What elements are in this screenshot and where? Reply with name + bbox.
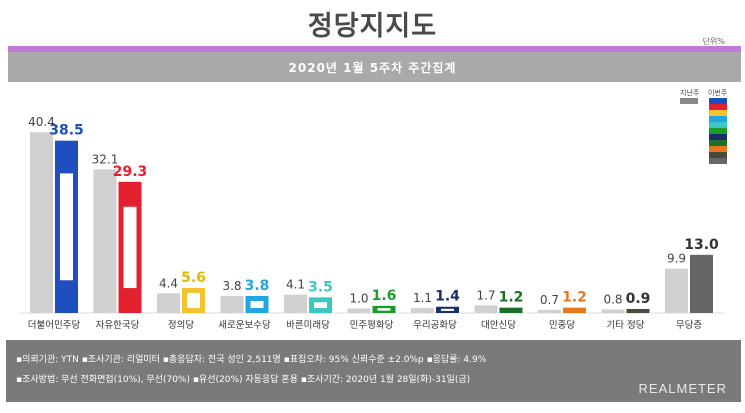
unit-label: 단위%	[702, 37, 725, 46]
bar-this-week-inner	[441, 308, 454, 311]
bar-last-week	[538, 309, 561, 313]
value-label-last-week: 4.4	[159, 276, 178, 290]
category-label: 민주평화당	[350, 320, 394, 331]
value-label-this-week: 3.8	[245, 278, 270, 294]
bar-this-week	[563, 307, 586, 313]
bar-last-week	[474, 305, 498, 313]
bar-last-week	[220, 295, 244, 313]
value-label-this-week: 1.2	[562, 290, 587, 306]
value-label-this-week: 1.4	[435, 289, 460, 305]
category-label: 기타 정당	[607, 320, 645, 331]
value-label-this-week: 38.5	[49, 123, 84, 139]
legend-this-week-label: 이번주	[708, 89, 728, 97]
value-label-last-week: 9.9	[667, 252, 686, 266]
value-label-this-week: 13.0	[684, 237, 719, 253]
category-label: 더불어민주당	[28, 320, 81, 331]
value-label-this-week: 5.6	[181, 270, 206, 286]
value-label-last-week: 40.4	[28, 115, 55, 129]
legend-this-week-swatch	[709, 158, 727, 164]
bar-last-week	[665, 268, 688, 313]
bar-this-week	[626, 308, 650, 313]
bar-last-week	[411, 308, 434, 313]
bar-this-week	[690, 254, 713, 313]
value-label-this-week: 3.5	[308, 279, 333, 295]
note-line-2: ▪조사방법: 무선 전화면접(10%), 무선(70%) ▪유선(20%) 자동…	[16, 375, 471, 385]
value-label-last-week: 0.8	[603, 292, 622, 306]
bar-this-week-inner	[123, 206, 137, 289]
subtitle-band	[8, 52, 741, 82]
bar-this-week-inner	[187, 292, 200, 308]
category-label: 새로운보수당	[218, 320, 271, 331]
category-label: 우리공화당	[413, 320, 457, 331]
title-divider	[8, 46, 741, 52]
legend-this-week-swatch	[709, 110, 727, 116]
legend-this-week-swatch	[709, 128, 727, 134]
category-label: 대안신당	[481, 320, 516, 331]
legend-last-week-label: 지난주	[680, 89, 700, 97]
bar-this-week-inner	[314, 302, 327, 308]
bar-this-week	[499, 307, 523, 313]
value-label-last-week: 1.1	[413, 291, 432, 305]
survey-notes: ▪의뢰기관: YTN ▪조사기관: 리얼미터 ▪총응답자: 전국 성인 2,51…	[6, 340, 741, 402]
bar-last-week	[284, 294, 307, 313]
subtitle: 2020년 1월 5주차 주간집계	[288, 61, 457, 75]
category-label: 정의당	[168, 320, 194, 331]
legend-this-week-swatch	[709, 134, 727, 140]
bar-this-week-inner	[377, 308, 391, 311]
bar-last-week	[157, 293, 180, 313]
category-label: 무당층	[676, 320, 702, 331]
category-label: 자유한국당	[96, 320, 140, 331]
value-label-this-week: 29.3	[113, 164, 148, 180]
category-label: 바른미래당	[286, 320, 330, 331]
legend-this-week-swatch	[709, 116, 727, 122]
legend-this-week-swatch	[709, 98, 727, 104]
legend-this-week-swatch	[709, 122, 727, 128]
legend-this-week-swatch	[709, 146, 727, 152]
value-label-last-week: 0.7	[540, 293, 559, 307]
value-label-last-week: 1.7	[476, 288, 495, 302]
value-label-this-week: 0.9	[626, 291, 651, 307]
legend: 지난주 이번주	[676, 88, 734, 166]
note-line-1: ▪의뢰기관: YTN ▪조사기관: 리얼미터 ▪총응답자: 전국 성인 2,51…	[16, 355, 487, 365]
bar-last-week	[93, 169, 117, 313]
value-label-last-week: 32.1	[92, 152, 119, 166]
page-title: 정당지지도	[307, 11, 438, 42]
category-label: 민중당	[549, 320, 575, 331]
value-label-last-week: 3.8	[222, 279, 241, 293]
legend-this-week-swatch	[709, 140, 727, 146]
value-label-this-week: 1.6	[372, 288, 397, 304]
bar-last-week	[601, 309, 625, 313]
bar-this-week-inner	[250, 300, 264, 308]
bar-chart: 40.438.5 더불어민주당 32.129.3 자유한국당 4.4 5.6 정의당 3.8 3…	[20, 115, 725, 331]
legend-this-week-swatch	[709, 152, 727, 158]
bar-last-week	[347, 308, 371, 313]
value-label-this-week: 1.2	[499, 290, 524, 306]
brand-logo-text: REALMETER	[638, 381, 727, 396]
legend-this-week-swatch	[709, 104, 727, 110]
bar-last-week	[30, 132, 53, 313]
legend-last-week-swatch	[680, 98, 698, 104]
value-label-last-week: 1.0	[349, 292, 368, 306]
value-label-last-week: 4.1	[286, 278, 305, 292]
bar-this-week-inner	[60, 173, 73, 281]
